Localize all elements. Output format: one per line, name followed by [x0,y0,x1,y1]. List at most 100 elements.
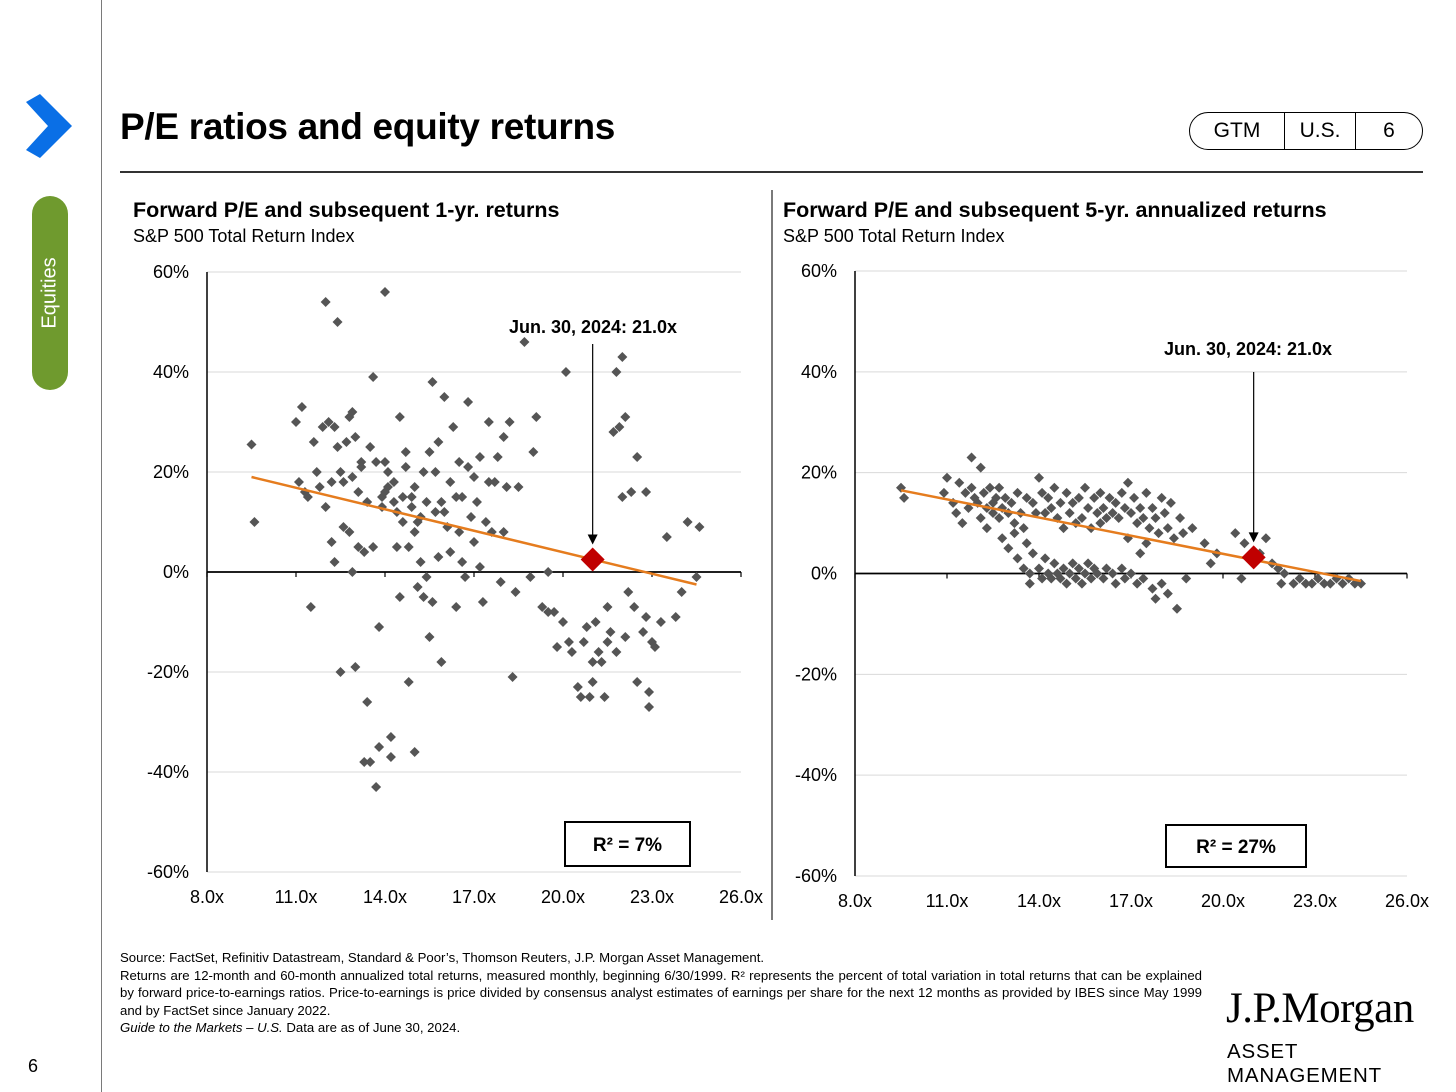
data-point [1119,573,1130,584]
data-point [1306,578,1317,589]
data-point [528,447,539,457]
data-point [427,377,438,387]
data-point [599,692,610,702]
x-tick-label: 17.0x [1109,891,1153,911]
data-point [374,622,385,632]
data-point [682,517,693,527]
r-squared-label: R² = 7% [593,835,662,856]
data-point [1337,578,1348,589]
data-point [1018,523,1029,534]
data-point [981,523,992,534]
x-tick-label: 11.0x [275,887,318,907]
data-point [1006,497,1017,508]
y-tick-label: 40% [801,362,837,382]
data-point [655,617,666,627]
data-point [1067,558,1078,569]
data-point [1288,578,1299,589]
y-tick-label: -60% [147,862,189,882]
data-point [1003,543,1014,554]
data-point [385,752,396,762]
data-point [1043,492,1054,503]
data-point [1175,513,1186,524]
data-point [311,467,322,477]
data-point [1178,528,1189,539]
section-tab-equities[interactable]: Equities [32,196,68,390]
chevron-right-icon [26,94,72,158]
data-point [942,472,952,483]
y-tick-label: 20% [153,462,189,482]
data-point [1070,573,1081,584]
data-point [1040,553,1051,564]
chart-divider [771,190,773,920]
data-point [1107,508,1118,518]
data-point [329,422,340,432]
data-point [365,442,376,452]
data-point [498,432,509,442]
data-point [1080,568,1090,579]
data-point [1104,492,1115,503]
data-point [353,542,364,552]
data-point [457,557,468,567]
data-point [994,482,1005,493]
data-point [335,667,346,677]
source-footnote: Source: FactSet, Refinitiv Datastream, S… [120,949,1202,1037]
data-point [991,492,1002,503]
data-point [1110,497,1121,508]
data-point [1049,558,1060,569]
data-point [1147,502,1158,513]
data-point [1294,573,1305,584]
data-point [1046,573,1057,584]
data-point [1064,508,1075,518]
data-point [1058,523,1069,534]
data-point [1092,568,1103,579]
data-point [1083,558,1094,569]
data-point [617,492,628,502]
x-tick-label: 8.0x [838,891,872,911]
data-point [460,572,471,582]
data-point [1172,603,1182,614]
data-point [406,502,417,512]
data-point [984,482,995,493]
data-point [1135,548,1146,559]
data-point [371,457,382,467]
data-point [578,637,589,647]
data-point [341,437,352,447]
data-point [454,527,465,537]
annotation-label: Jun. 30, 2024: 21.0x [509,317,677,337]
data-point [347,567,358,577]
data-point [430,507,441,517]
data-point [975,513,986,524]
data-point [347,407,358,417]
data-point [1095,518,1106,529]
data-point [409,747,420,757]
data-point [1279,568,1290,579]
data-point [1153,528,1164,539]
data-point [403,542,414,552]
y-tick-label: -60% [795,866,837,886]
data-point [543,607,554,617]
x-tick-label: 8.0x [190,887,224,907]
data-point [1122,477,1133,488]
data-point [359,757,370,767]
data-point [641,487,652,497]
asset-management-logo: ASSET MANAGEMENT [1227,1040,1382,1087]
left-margin-rule [101,0,102,1092]
data-point [338,477,349,487]
data-point [427,597,438,607]
data-point [994,513,1005,524]
data-point [1055,573,1066,584]
data-point [966,452,977,463]
data-point [495,577,506,587]
data-point [566,647,577,657]
data-point [433,552,444,562]
data-point [1009,528,1020,539]
data-point [954,477,965,488]
data-point [525,572,536,582]
pill-gtm: GTM [1190,113,1285,149]
data-point [1181,573,1192,584]
data-point [353,487,364,497]
y-tick-label: -40% [147,762,189,782]
data-point [581,622,592,632]
trendline [251,475,697,586]
